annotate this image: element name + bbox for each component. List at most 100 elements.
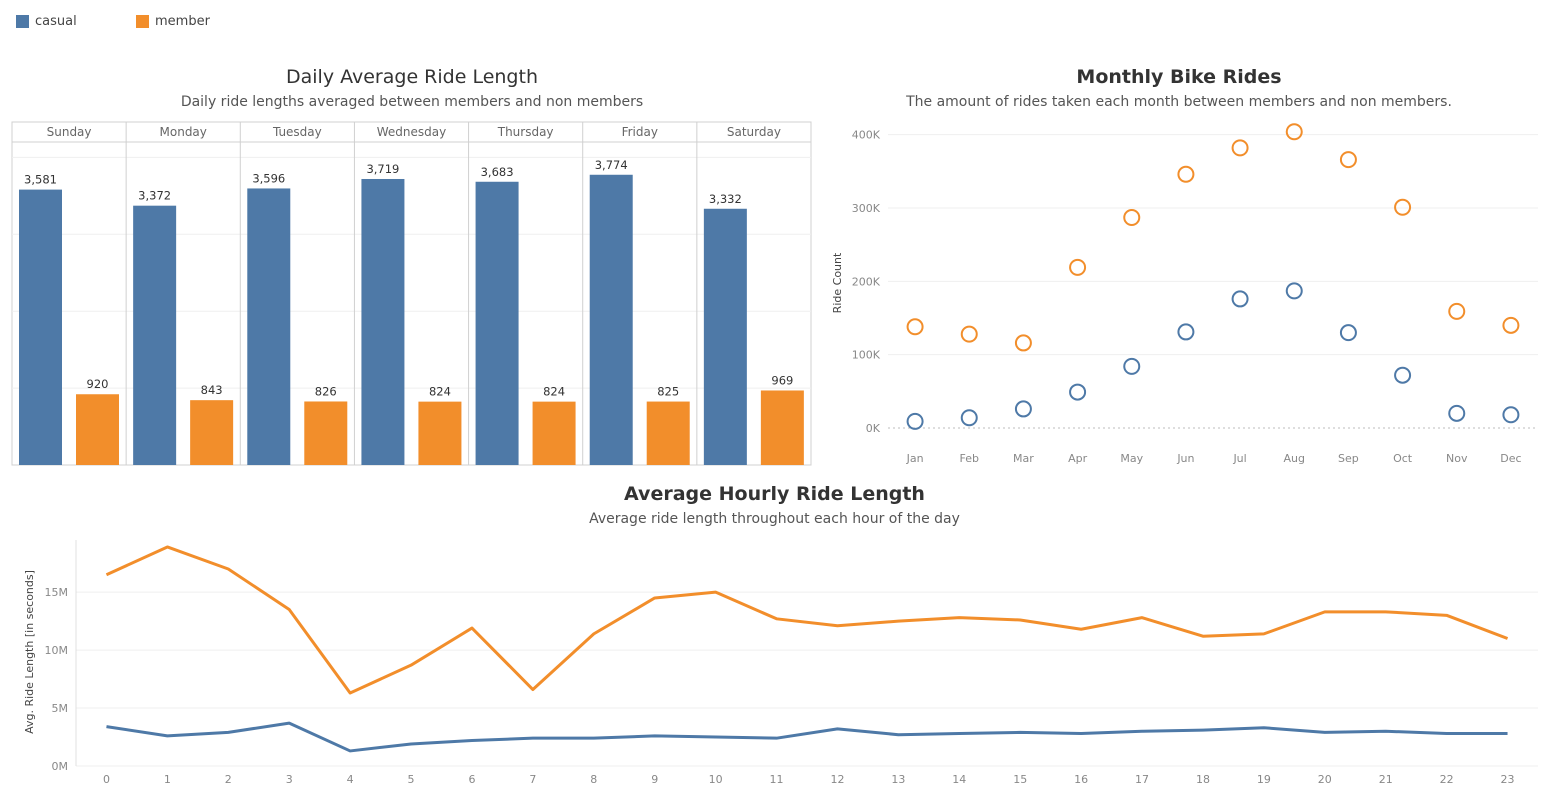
hourly-xtick-1: 1 — [164, 773, 171, 786]
monthly-xtick-apr: Apr — [1068, 452, 1088, 465]
legend-swatch-casual — [16, 15, 29, 28]
point-casual-jan — [906, 412, 924, 430]
monthly-ytick: 0K — [866, 422, 881, 435]
point-member-nov — [1448, 302, 1466, 320]
day-label-tuesday: Tuesday — [272, 125, 322, 139]
monthly-xtick-jun: Jun — [1176, 452, 1194, 465]
hourly-xtick-17: 17 — [1135, 773, 1149, 786]
monthly-xtick-feb: Feb — [960, 452, 979, 465]
hourly-xtick-10: 10 — [709, 773, 723, 786]
monthly-xtick-sep: Sep — [1338, 452, 1359, 465]
legend-item-casual[interactable]: casual — [16, 14, 136, 29]
bar-member-wednesday — [418, 401, 462, 465]
bar-member-monday — [190, 400, 234, 465]
hourly-xtick-3: 3 — [286, 773, 293, 786]
point-member-dec — [1502, 316, 1520, 334]
data-label-member-tuesday: 826 — [315, 384, 337, 398]
bar-casual-saturday — [703, 208, 747, 465]
data-label-member-thursday: 824 — [543, 385, 565, 399]
data-label-casual-thursday: 3,683 — [481, 165, 514, 179]
hourly-ytick: 10M — [45, 644, 69, 657]
point-casual-apr — [1069, 383, 1087, 401]
point-member-feb — [960, 325, 978, 343]
monthly-ytick: 100K — [852, 349, 881, 362]
hourly-chart-title: Average Hourly Ride Length — [624, 483, 925, 505]
point-casual-jun — [1177, 323, 1195, 341]
hourly-xtick-15: 15 — [1013, 773, 1027, 786]
day-label-friday: Friday — [622, 125, 658, 139]
data-label-casual-wednesday: 3,719 — [366, 162, 399, 176]
hourly-xtick-2: 2 — [225, 773, 232, 786]
point-casual-jul — [1231, 290, 1249, 308]
legend-swatch-member — [136, 15, 149, 28]
data-label-member-friday: 825 — [657, 385, 679, 399]
bar-casual-thursday — [475, 181, 519, 465]
point-member-jan — [906, 318, 924, 336]
data-label-member-wednesday: 824 — [429, 385, 451, 399]
line-member — [105, 545, 1509, 695]
hourly-xtick-23: 23 — [1501, 773, 1515, 786]
data-label-member-saturday: 969 — [771, 373, 793, 387]
monthly-xtick-nov: Nov — [1446, 452, 1468, 465]
data-label-casual-friday: 3,774 — [595, 158, 628, 172]
hourly-ytick: 15M — [45, 586, 69, 599]
legend: casual member — [16, 14, 256, 29]
bar-member-sunday — [76, 394, 119, 465]
monthly-chart-subtitle: The amount of rides taken each month bet… — [906, 94, 1452, 110]
hourly-xtick-14: 14 — [952, 773, 966, 786]
hourly-xtick-6: 6 — [468, 773, 475, 786]
daily-chart-frame — [11, 121, 812, 466]
data-label-casual-monday: 3,372 — [138, 189, 171, 203]
hourly-y-axis-title: Avg. Ride Length [in seconds] — [23, 570, 36, 734]
daily-chart-subtitle: Daily ride lengths averaged between memb… — [180, 94, 644, 110]
bar-member-tuesday — [304, 401, 348, 465]
bar-casual-monday — [133, 205, 177, 466]
hourly-xtick-13: 13 — [891, 773, 905, 786]
hourly-xtick-12: 12 — [830, 773, 844, 786]
hourly-xtick-8: 8 — [590, 773, 597, 786]
hourly-xtick-11: 11 — [770, 773, 784, 786]
legend-item-member[interactable]: member — [136, 14, 256, 29]
point-member-apr — [1069, 258, 1087, 276]
hourly-xtick-7: 7 — [529, 773, 536, 786]
bar-casual-friday — [589, 174, 633, 466]
hourly-xtick-4: 4 — [347, 773, 354, 786]
legend-label-casual: casual — [35, 14, 77, 29]
hourly-xtick-18: 18 — [1196, 773, 1210, 786]
point-casual-sep — [1339, 324, 1357, 342]
data-label-member-sunday: 920 — [87, 377, 109, 391]
point-casual-may — [1123, 357, 1141, 375]
legend-label-member: member — [155, 14, 210, 29]
day-label-wednesday: Wednesday — [377, 125, 446, 139]
hourly-xtick-19: 19 — [1257, 773, 1271, 786]
bar-casual-wednesday — [361, 178, 405, 465]
data-label-casual-sunday: 3,581 — [24, 173, 57, 187]
bar-casual-sunday — [19, 189, 62, 465]
day-label-saturday: Saturday — [727, 125, 781, 139]
monthly-xtick-mar: Mar — [1013, 452, 1034, 465]
hourly-xtick-0: 0 — [103, 773, 110, 786]
bar-casual-tuesday — [247, 188, 291, 465]
point-casual-mar — [1014, 400, 1032, 418]
hourly-xtick-21: 21 — [1379, 773, 1393, 786]
hourly-xtick-16: 16 — [1074, 773, 1088, 786]
hourly-ytick: 5M — [52, 702, 69, 715]
monthly-xtick-aug: Aug — [1284, 452, 1305, 465]
point-casual-aug — [1285, 282, 1303, 300]
data-label-casual-tuesday: 3,596 — [252, 171, 285, 185]
data-label-casual-saturday: 3,332 — [709, 192, 742, 206]
day-label-sunday: Sunday — [47, 125, 92, 139]
monthly-xtick-may: May — [1120, 452, 1143, 465]
day-label-thursday: Thursday — [497, 125, 554, 139]
point-casual-oct — [1394, 366, 1412, 384]
point-member-oct — [1394, 198, 1412, 216]
bar-member-thursday — [532, 401, 576, 465]
daily-chart-title: Daily Average Ride Length — [286, 66, 538, 88]
monthly-ytick: 200K — [852, 275, 881, 288]
bar-member-friday — [646, 401, 690, 465]
point-casual-dec — [1502, 406, 1520, 424]
monthly-xtick-dec: Dec — [1500, 452, 1521, 465]
data-label-member-monday: 843 — [201, 383, 223, 397]
point-member-sep — [1339, 151, 1357, 169]
